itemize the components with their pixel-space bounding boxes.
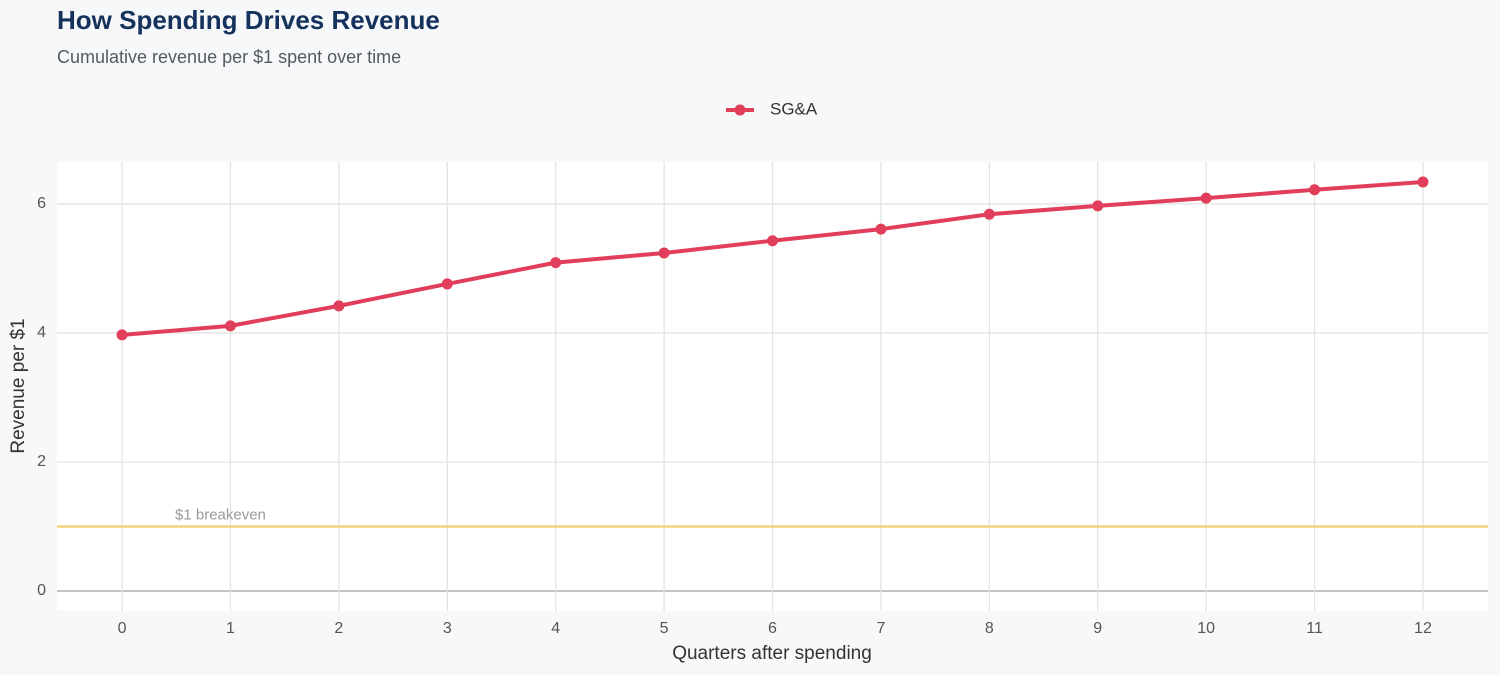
y-tick-label: 6 — [37, 195, 46, 212]
data-point — [1309, 184, 1321, 196]
data-point — [224, 320, 236, 332]
x-tick-label: 2 — [334, 620, 343, 637]
x-axis-label: Quarters after spending — [672, 643, 872, 664]
legend-marker — [734, 104, 746, 116]
data-point — [550, 257, 562, 269]
data-point — [1200, 192, 1212, 204]
y-tick-label: 2 — [37, 453, 46, 470]
data-point — [983, 208, 995, 220]
x-tick-label: 1 — [226, 620, 235, 637]
data-point — [1417, 176, 1429, 188]
chart-subtitle: Cumulative revenue per $1 spent over tim… — [57, 47, 401, 67]
x-tick-label: 4 — [551, 620, 560, 637]
x-tick-label: 11 — [1306, 620, 1323, 637]
data-point — [333, 300, 345, 312]
data-point — [1092, 200, 1104, 212]
data-point — [658, 247, 670, 259]
y-tick-label: 0 — [37, 582, 46, 599]
x-tick-label: 5 — [660, 620, 669, 637]
x-tick-label: 10 — [1197, 620, 1215, 637]
x-tick-label: 8 — [985, 620, 994, 637]
data-point — [767, 235, 778, 247]
x-tick-label: 3 — [443, 620, 452, 637]
y-axis-label: Revenue per $1 — [8, 318, 29, 453]
legend-label: SG&A — [770, 99, 818, 118]
data-point — [441, 278, 453, 290]
reference-label: $1 breakeven — [175, 506, 266, 523]
x-tick-label: 12 — [1414, 620, 1432, 637]
y-tick-label: 4 — [37, 324, 46, 341]
x-tick-label: 7 — [876, 620, 885, 637]
x-tick-label: 0 — [118, 620, 127, 637]
x-tick-label: 9 — [1093, 620, 1102, 637]
data-point — [875, 223, 887, 235]
data-point — [116, 329, 128, 341]
x-tick-label: 6 — [768, 620, 777, 637]
chart-title: How Spending Drives Revenue — [57, 5, 440, 35]
